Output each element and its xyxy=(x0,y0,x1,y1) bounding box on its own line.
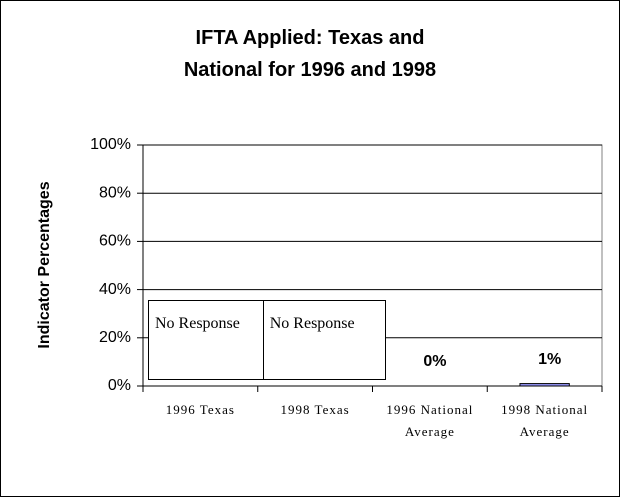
x-tick-label: 1998 Texas xyxy=(280,402,350,417)
y-tick-label: 80% xyxy=(99,184,131,201)
title-box: IFTA Applied: Texas and National for 199… xyxy=(183,27,437,81)
y-axis-label: Indicator Percentages xyxy=(36,181,53,348)
y-tick-label: 60% xyxy=(99,233,131,250)
value-label: 0% xyxy=(423,353,446,370)
y-tick-label: 100% xyxy=(90,136,131,153)
chart-title: IFTA Applied: Texas and National for 199… xyxy=(183,27,437,81)
y-tick-label: 20% xyxy=(99,329,131,346)
bar xyxy=(519,383,570,387)
y-tick-label: 40% xyxy=(99,281,131,298)
annotation-box: No Response xyxy=(148,300,271,380)
x-tick-label: 1998 National Average xyxy=(501,402,589,439)
value-label: 1% xyxy=(538,351,561,368)
annotation-box: No Response xyxy=(262,300,386,380)
x-tick-label: 1996 National Average xyxy=(386,402,474,439)
x-tick-label: 1996 Texas xyxy=(165,402,235,417)
y-tick-label: 0% xyxy=(108,377,131,394)
